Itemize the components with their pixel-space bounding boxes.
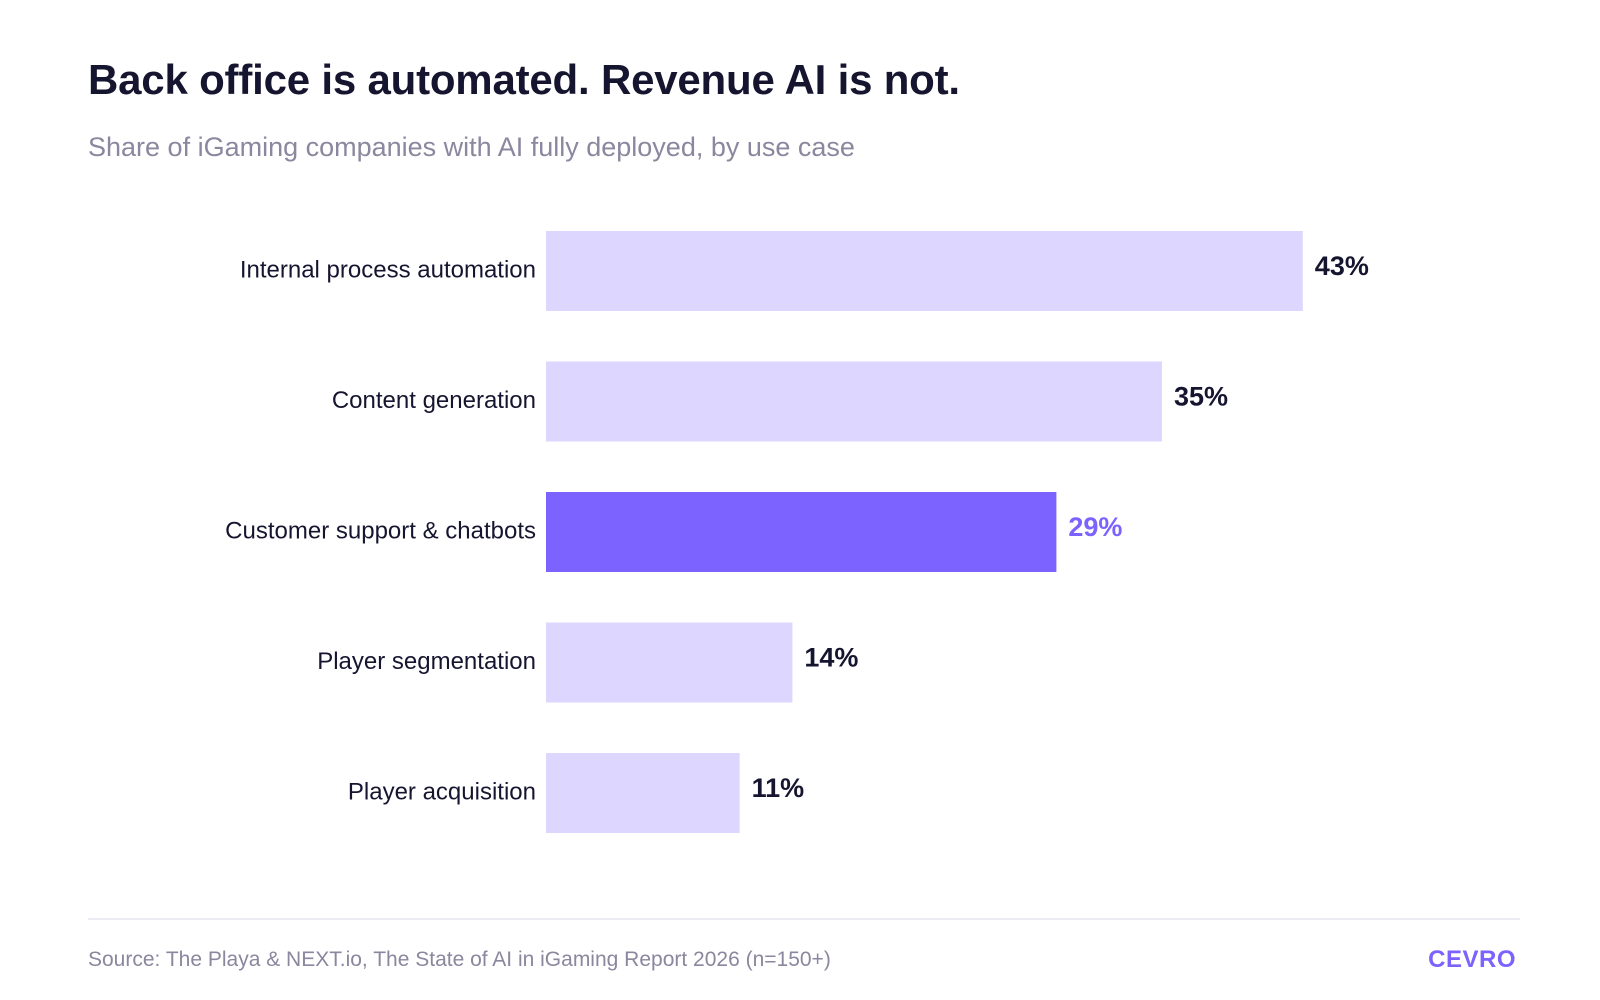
chart-subtitle: Share of iGaming companies with AI fully… <box>88 132 855 162</box>
footer-divider <box>88 918 1520 920</box>
category-label-player-segmentation: Player segmentation <box>317 648 536 675</box>
value-label-customer-support-chatbots: 29% <box>1068 512 1122 542</box>
category-label-player-acquisition: Player acquisition <box>348 778 536 805</box>
value-label-player-acquisition: 11% <box>752 773 805 803</box>
brand-logo[interactable]: CEVRO <box>1428 946 1516 973</box>
value-label-internal-process-automation: 43% <box>1315 251 1369 281</box>
bar-internal-process-automation[interactable] <box>546 231 1303 311</box>
bar-player-acquisition[interactable] <box>546 753 740 833</box>
bar-content-generation[interactable] <box>546 361 1162 442</box>
bar-customer-support-chatbots[interactable] <box>546 492 1057 572</box>
category-label-content-generation: Content generation <box>332 387 536 414</box>
category-label-customer-support-chatbots: Customer support & chatbots <box>225 517 536 544</box>
value-label-content-generation: 35% <box>1174 382 1228 412</box>
category-label-internal-process-automation: Internal process automation <box>240 256 536 283</box>
bar-player-segmentation[interactable] <box>546 622 793 703</box>
bar-chart: Internal process automation 43% Content ge… <box>225 231 1369 833</box>
chart-title: Back office is automated. Revenue AI is … <box>88 56 960 103</box>
value-label-player-segmentation: 14% <box>804 643 858 673</box>
source-note: Source: The Playa & NEXT.io, The State o… <box>88 948 831 971</box>
